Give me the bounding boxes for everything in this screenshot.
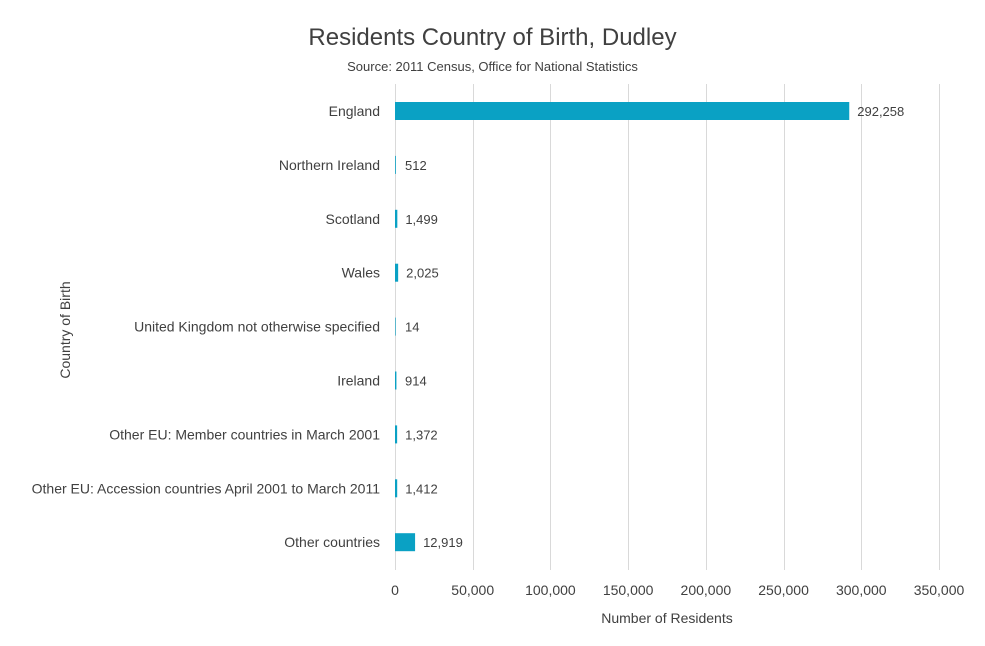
bar xyxy=(395,317,396,336)
data-labels: 292,258 512 1,499 2,025 14 914 1,372 1,412 12,91… xyxy=(405,104,904,550)
bar xyxy=(395,263,399,282)
bar xyxy=(395,155,396,174)
gridlines xyxy=(395,84,940,570)
bar xyxy=(395,479,398,498)
category-label: Wales xyxy=(342,265,380,281)
bars xyxy=(395,102,850,552)
x-tick-label: 150,000 xyxy=(603,582,654,598)
x-tick-label: 100,000 xyxy=(525,582,576,598)
data-label: 12,919 xyxy=(423,535,463,550)
data-label: 1,412 xyxy=(405,481,438,496)
data-label: 2,025 xyxy=(406,266,439,281)
bar xyxy=(395,533,416,552)
bar xyxy=(395,425,398,444)
chart-title: Residents Country of Birth, Dudley xyxy=(308,24,677,51)
x-axis-title: Number of Residents xyxy=(601,610,733,626)
y-axis-title: Country of Birth xyxy=(57,281,73,378)
category-label: Northern Ireland xyxy=(279,157,380,173)
category-label: United Kingdom not otherwise specified xyxy=(134,319,380,335)
data-label: 14 xyxy=(405,320,419,335)
bar xyxy=(395,102,850,120)
x-tick-label: 200,000 xyxy=(681,582,732,598)
category-label: England xyxy=(329,103,380,119)
x-tick-label: 300,000 xyxy=(836,582,887,598)
category-labels: England Northern Ireland Scotland Wales Unit… xyxy=(32,103,381,550)
x-tick-label: 250,000 xyxy=(758,582,809,598)
data-label: 512 xyxy=(405,158,427,173)
chart-subtitle: Source: 2011 Census, Office for National… xyxy=(347,59,638,74)
data-label: 1,372 xyxy=(405,427,438,442)
data-label: 914 xyxy=(405,374,427,389)
x-tick-label: 50,000 xyxy=(451,582,494,598)
category-label: Ireland xyxy=(337,373,380,389)
category-label: Other EU: Member countries in March 2001 xyxy=(109,426,380,442)
data-label: 1,499 xyxy=(405,212,438,227)
category-label: Other EU: Accession countries April 2001… xyxy=(32,480,381,496)
bar xyxy=(395,209,398,228)
data-label: 292,258 xyxy=(857,104,904,119)
category-label: Other countries xyxy=(284,534,380,550)
x-tick-labels: 0 50,000 100,000 150,000 200,000 250,000 300,0… xyxy=(391,582,964,598)
x-tick-label: 350,000 xyxy=(914,582,965,598)
bar xyxy=(395,371,397,390)
category-label: Scotland xyxy=(326,211,380,227)
x-tick-label: 0 xyxy=(391,582,399,598)
